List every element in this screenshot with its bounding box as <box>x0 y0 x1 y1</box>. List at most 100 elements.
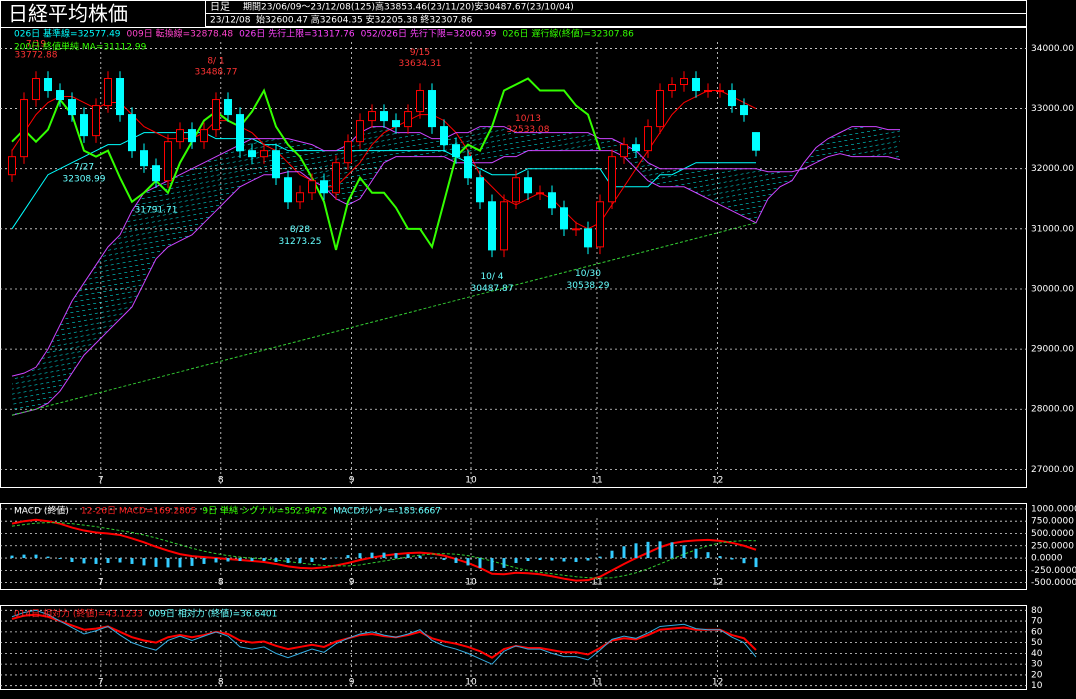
x-tick-label: 10 <box>465 678 477 688</box>
cloud-fill <box>12 126 900 416</box>
main-panel <box>0 27 1027 488</box>
y-tick-label: 20 <box>1031 670 1043 680</box>
candle-body <box>140 150 148 167</box>
histogram-bar <box>58 558 62 560</box>
histogram-bar <box>262 558 266 562</box>
series-line <box>11 609 757 665</box>
x-tick-label: 8 <box>218 476 224 486</box>
x-tick-label: 8 <box>218 678 224 688</box>
candle-body <box>152 165 160 182</box>
legend-entry: 026日 基準線=32577.49 <box>14 28 121 40</box>
candle-body <box>200 129 208 143</box>
candle-body <box>164 141 172 182</box>
histogram-bar <box>514 558 518 563</box>
y-tick-label: -250.0000 <box>1031 566 1076 576</box>
histogram-bar <box>190 558 194 566</box>
candle-body <box>608 156 616 203</box>
candle-body <box>260 150 268 158</box>
legend-entry: 200日 終値単純 MA=31112.99 <box>14 41 147 53</box>
candle-body <box>44 78 52 92</box>
panel-title: MACD (終値) <box>14 505 69 517</box>
histogram-bar <box>22 554 26 559</box>
histogram-bar <box>274 558 278 562</box>
legend-entry: MACDｵｼﾚｰﾀｰ=-183.6667 <box>333 506 441 517</box>
candle-body <box>332 162 340 194</box>
candle-body <box>752 132 760 151</box>
annotation-date: 9/15 <box>410 48 430 58</box>
candle-body <box>512 177 520 203</box>
histogram-bar <box>646 541 650 559</box>
candle-body <box>188 129 196 143</box>
candle-body <box>56 90 64 101</box>
rsi-panel <box>0 605 1027 690</box>
histogram-bar <box>322 558 326 561</box>
candle-body <box>356 120 364 143</box>
y-tick-label: 32000.00 <box>1031 164 1074 174</box>
histogram-bar <box>718 556 722 559</box>
y-tick-label: 50 <box>1031 638 1043 648</box>
x-tick-label: 9 <box>349 476 355 486</box>
y-tick-label: 29000.00 <box>1031 345 1074 355</box>
candle-body <box>500 201 508 251</box>
histogram-bar <box>130 558 134 564</box>
annotation-value: 33772.88 <box>15 51 58 61</box>
histogram-bar <box>370 552 374 559</box>
x-tick-label: 9 <box>349 678 355 688</box>
histogram-bar <box>358 553 362 559</box>
annotation-date: 7/27 <box>74 163 94 173</box>
candle-body <box>68 99 76 116</box>
y-tick-label: -500.0000 <box>1031 578 1076 588</box>
candle-body <box>104 78 112 107</box>
candle-body <box>296 192 304 203</box>
y-tick-label: 250.0000 <box>1031 541 1074 551</box>
x-tick-label: 11 <box>591 476 602 486</box>
candle-body <box>584 228 592 248</box>
histogram-bar <box>562 558 566 562</box>
histogram-bar <box>394 553 398 559</box>
candle-body <box>560 207 568 230</box>
histogram-bar <box>46 556 50 559</box>
candle-body <box>272 150 280 179</box>
legend-entry: 009日 相対力 (終値)=36.6401 <box>149 608 278 620</box>
annotation-value: 32533.08 <box>507 125 550 135</box>
y-tick-label: 28000.00 <box>1031 405 1074 415</box>
candle-body <box>344 141 352 164</box>
bar-type: 日足 <box>210 1 230 13</box>
y-tick-label: 10 <box>1031 681 1043 691</box>
x-tick-label: 10 <box>465 578 477 588</box>
annotation-value: 30538.29 <box>567 281 610 291</box>
candle-body <box>176 129 184 143</box>
candle-body <box>212 99 220 131</box>
histogram-bar <box>286 558 290 563</box>
annotation-value: 33634.31 <box>399 59 442 69</box>
histogram-bar <box>574 558 578 562</box>
annotation-value: 32308.99 <box>63 175 106 185</box>
histogram-bar <box>94 558 98 564</box>
y-tick-label: 40 <box>1031 649 1043 659</box>
x-tick-label: 12 <box>712 476 723 486</box>
histogram-bar <box>754 558 758 568</box>
histogram-bar <box>634 543 638 559</box>
series-line <box>11 613 757 659</box>
y-tick-label: 70 <box>1031 617 1043 627</box>
candle-body <box>740 105 748 116</box>
y-tick-label: 500.0000 <box>1031 529 1074 539</box>
candle-body <box>476 177 484 203</box>
y-tick-label: 30 <box>1031 660 1043 670</box>
histogram-bar <box>538 558 542 561</box>
y-tick-label: 0.0000 <box>1031 554 1063 564</box>
x-tick-label: 12 <box>712 678 723 688</box>
y-tick-label: 33000.00 <box>1031 104 1074 114</box>
histogram-bar <box>670 542 674 559</box>
candle-body <box>92 105 100 137</box>
histogram-bar <box>694 548 698 559</box>
histogram-bar <box>238 558 242 562</box>
histogram-bar <box>166 558 170 568</box>
histogram-bar <box>406 554 410 559</box>
histogram-bar <box>682 545 686 559</box>
histogram-bar <box>730 558 734 560</box>
legend-entry: 009日 転換線=32878.48 <box>127 28 234 40</box>
candle-body <box>524 177 532 194</box>
histogram-bar <box>226 558 230 562</box>
